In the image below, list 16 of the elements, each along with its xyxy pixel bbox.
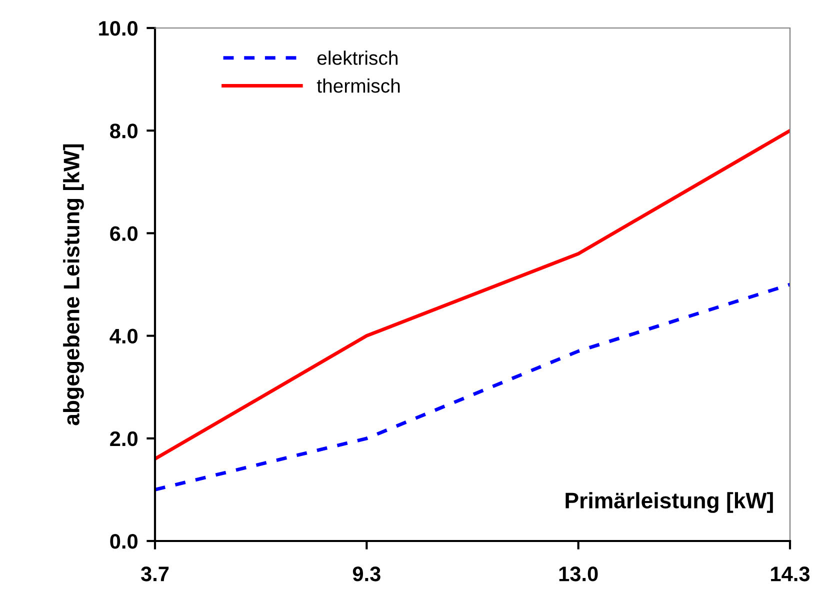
legend-label: thermisch — [316, 78, 400, 93]
y-axis-title: abgegebene Leistung [kW] — [63, 144, 84, 426]
x-tick-label: 13.0 — [559, 566, 598, 582]
y-tick-label: 8.0 — [110, 124, 138, 138]
line-series — [155, 128, 790, 461]
line-series — [155, 282, 790, 492]
y-tick-label: 0.0 — [110, 534, 138, 549]
x-tick-label: 9.3 — [352, 566, 380, 582]
x-tick-label: 3.7 — [141, 566, 169, 582]
y-tick-label: 6.0 — [110, 226, 138, 241]
y-tick-label: 2.0 — [110, 431, 138, 446]
x-axis-title: Primärleistung [kW] — [566, 492, 773, 513]
y-tick-label: 4.0 — [110, 328, 138, 344]
y-tick-label: 10.0 — [99, 21, 138, 36]
legend-label: elektrisch — [317, 50, 398, 65]
x-tick-label: 14.3 — [771, 566, 810, 582]
